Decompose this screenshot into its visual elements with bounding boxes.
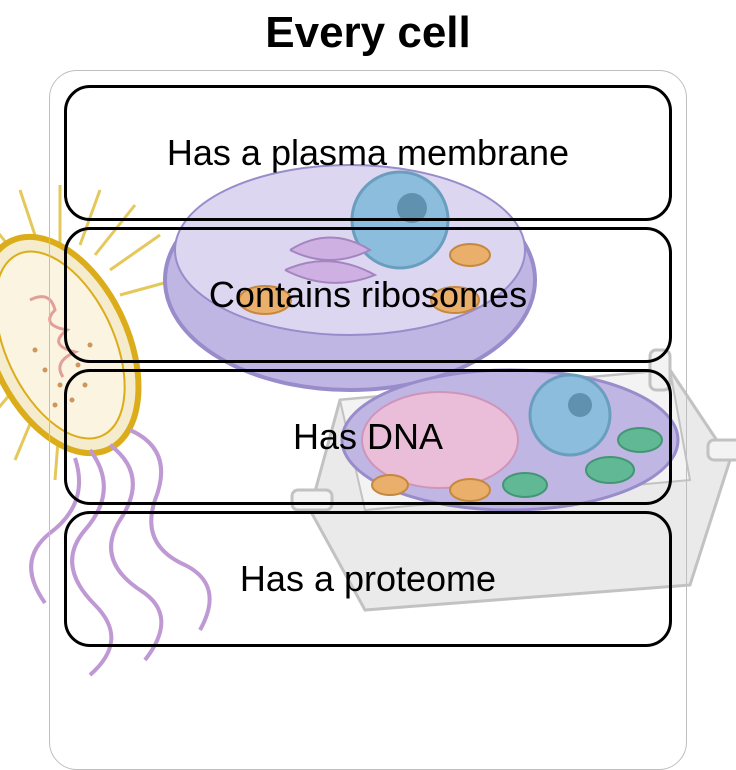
info-item-label: Contains ribosomes — [209, 274, 527, 316]
info-panel: Has a plasma membrane Contains ribosomes… — [49, 70, 687, 770]
info-item-label: Has a plasma membrane — [167, 132, 569, 174]
info-item-label: Has a proteome — [240, 558, 496, 600]
page-title: Every cell — [0, 0, 736, 58]
items-container: Has a plasma membrane Contains ribosomes… — [50, 71, 686, 661]
info-item: Contains ribosomes — [64, 227, 672, 363]
info-item-label: Has DNA — [293, 416, 443, 458]
info-item: Has a proteome — [64, 511, 672, 647]
info-item: Has DNA — [64, 369, 672, 505]
title-text: Every cell — [265, 8, 471, 57]
info-item: Has a plasma membrane — [64, 85, 672, 221]
